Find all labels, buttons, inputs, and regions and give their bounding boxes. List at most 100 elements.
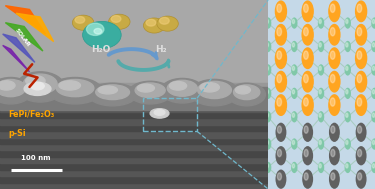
Circle shape: [319, 164, 321, 168]
Circle shape: [304, 173, 308, 180]
Circle shape: [355, 24, 367, 46]
Circle shape: [355, 47, 367, 69]
Bar: [0, 112, 268, 118]
Circle shape: [291, 162, 297, 173]
Ellipse shape: [167, 80, 197, 96]
Circle shape: [372, 90, 375, 94]
Circle shape: [328, 47, 340, 69]
Circle shape: [372, 140, 375, 145]
Circle shape: [331, 126, 335, 133]
Bar: [0, 131, 268, 138]
Ellipse shape: [200, 83, 219, 92]
Ellipse shape: [59, 81, 80, 90]
Ellipse shape: [0, 79, 26, 97]
Circle shape: [304, 98, 308, 106]
Circle shape: [265, 41, 272, 52]
Ellipse shape: [26, 76, 45, 86]
Circle shape: [82, 21, 121, 49]
Circle shape: [266, 66, 268, 70]
Circle shape: [319, 140, 321, 145]
Ellipse shape: [0, 81, 15, 90]
Circle shape: [371, 17, 375, 29]
Circle shape: [330, 51, 335, 59]
Circle shape: [109, 14, 130, 29]
Circle shape: [291, 88, 297, 99]
Circle shape: [345, 111, 351, 122]
Circle shape: [277, 51, 282, 59]
Circle shape: [291, 111, 297, 122]
Ellipse shape: [228, 83, 266, 106]
Circle shape: [304, 74, 308, 83]
Circle shape: [265, 111, 272, 122]
Circle shape: [291, 64, 297, 76]
Circle shape: [355, 0, 367, 22]
Circle shape: [291, 138, 297, 150]
Circle shape: [319, 43, 321, 47]
Circle shape: [345, 88, 351, 99]
Circle shape: [291, 41, 297, 52]
Bar: [0, 83, 268, 106]
Circle shape: [278, 149, 282, 157]
Circle shape: [330, 4, 335, 12]
Circle shape: [345, 17, 351, 29]
Circle shape: [346, 19, 348, 24]
Circle shape: [357, 51, 362, 59]
Circle shape: [265, 17, 272, 29]
Circle shape: [329, 123, 340, 142]
Circle shape: [276, 170, 286, 189]
Circle shape: [276, 146, 286, 165]
Circle shape: [266, 164, 268, 168]
Ellipse shape: [88, 83, 137, 106]
Circle shape: [292, 113, 295, 117]
Circle shape: [372, 19, 375, 24]
Circle shape: [277, 28, 282, 36]
Circle shape: [278, 173, 282, 180]
Ellipse shape: [190, 79, 238, 106]
Circle shape: [157, 16, 178, 31]
Circle shape: [318, 17, 324, 29]
Circle shape: [266, 90, 268, 94]
Ellipse shape: [135, 83, 165, 98]
Ellipse shape: [23, 74, 57, 94]
Bar: [0, 0, 268, 91]
Circle shape: [356, 170, 366, 189]
Circle shape: [346, 113, 348, 117]
Circle shape: [372, 113, 375, 117]
Circle shape: [356, 146, 366, 165]
Circle shape: [318, 88, 324, 99]
Bar: [0, 144, 268, 150]
Ellipse shape: [98, 86, 117, 94]
Circle shape: [319, 113, 321, 117]
Circle shape: [265, 64, 272, 76]
Circle shape: [304, 28, 308, 36]
Ellipse shape: [150, 109, 169, 118]
Circle shape: [292, 66, 295, 70]
Circle shape: [319, 19, 321, 24]
Ellipse shape: [234, 85, 260, 100]
Circle shape: [371, 64, 375, 76]
Circle shape: [266, 140, 268, 145]
Text: p-Si: p-Si: [8, 129, 26, 138]
Circle shape: [329, 170, 340, 189]
Bar: [144, 98, 197, 131]
Circle shape: [371, 41, 375, 52]
Polygon shape: [3, 45, 30, 72]
Ellipse shape: [161, 78, 204, 103]
Circle shape: [328, 94, 340, 116]
Circle shape: [265, 138, 272, 150]
Bar: [0, 87, 268, 110]
Text: SOLAR: SOLAR: [14, 28, 31, 48]
Circle shape: [357, 98, 362, 106]
Circle shape: [278, 126, 282, 133]
Circle shape: [346, 140, 348, 145]
Circle shape: [346, 164, 348, 168]
Circle shape: [302, 47, 314, 69]
Circle shape: [304, 126, 308, 133]
Bar: [0, 170, 268, 176]
Circle shape: [276, 123, 286, 142]
Circle shape: [330, 74, 335, 83]
Circle shape: [357, 149, 362, 157]
Circle shape: [319, 66, 321, 70]
Circle shape: [371, 138, 375, 150]
Ellipse shape: [137, 84, 154, 92]
